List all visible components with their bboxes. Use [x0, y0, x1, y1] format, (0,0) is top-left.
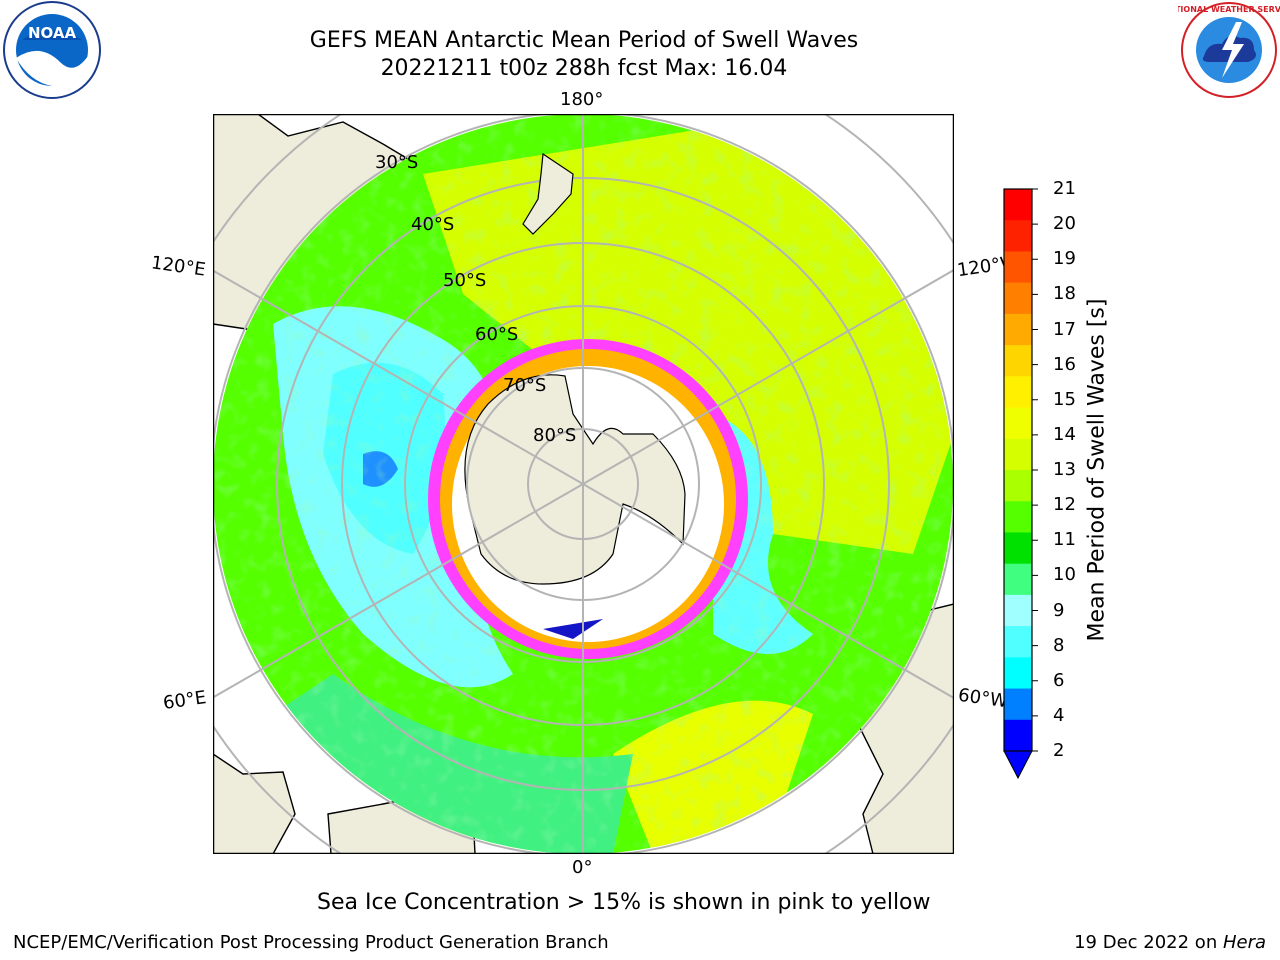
colorbar-swatch	[1004, 501, 1032, 533]
polar-map: 30°S 40°S 50°S 60°S 70°S 80°S	[213, 114, 954, 854]
colorbar-tick-label: 11	[1053, 529, 1076, 551]
chart-title: GEFS MEAN Antarctic Mean Period of Swell…	[309, 28, 859, 53]
colorbar-tick-label: 21	[1053, 178, 1076, 199]
colorbar-tick-label: 6	[1053, 669, 1065, 691]
colorbar-tick-label: 16	[1053, 353, 1076, 375]
lon-label-bottom: 0°	[572, 857, 593, 878]
colorbar-tick-label: 18	[1053, 283, 1076, 305]
colorbar-tick-label: 20	[1053, 213, 1076, 235]
noaa-logo-text: NOAA	[28, 24, 77, 42]
lat-label-50s: 50°S	[443, 270, 486, 291]
colorbar-tick-label: 15	[1053, 388, 1076, 410]
lon-label-left-upper: 120°E	[149, 252, 207, 281]
colorbar-swatch	[1004, 376, 1032, 409]
colorbar-swatch	[1004, 345, 1032, 377]
colorbar-swatch	[1004, 532, 1032, 565]
colorbar-tick-label: 19	[1053, 248, 1076, 270]
colorbar-swatch	[1004, 657, 1032, 690]
latitude-labels: 30°S 40°S 50°S 60°S 70°S 80°S	[375, 152, 576, 446]
lat-label-80s: 80°S	[533, 425, 576, 446]
colorbar-swatches	[1004, 189, 1032, 752]
colorbar-swatch	[1004, 189, 1032, 221]
lat-label-60s: 60°S	[475, 324, 518, 345]
colorbar-tick-label: 8	[1053, 634, 1065, 656]
colorbar-swatch	[1004, 719, 1032, 752]
colorbar-extend-arrow	[1003, 750, 1033, 780]
colorbar-tick-label: 12	[1053, 494, 1076, 516]
colorbar-tick-label: 2	[1053, 740, 1065, 761]
colorbar	[1003, 188, 1038, 780]
lat-label-30s: 30°S	[375, 152, 418, 173]
lat-label-40s: 40°S	[411, 214, 454, 235]
colorbar-swatch	[1004, 407, 1032, 440]
colorbar-swatch	[1004, 470, 1032, 502]
sea-ice-note: Sea Ice Concentration > 15% is shown in …	[317, 890, 931, 915]
nws-logo-text: NATIONAL WEATHER SERVICE	[1178, 5, 1280, 14]
colorbar-swatch	[1004, 313, 1032, 346]
noaa-logo-icon: NOAA	[3, 1, 101, 99]
colorbar-tick-label: 14	[1053, 423, 1076, 445]
footer-date: 19 Dec 2022 on Hera	[1074, 932, 1266, 953]
colorbar-label: Mean Period of Swell Waves [s]	[1084, 298, 1110, 642]
colorbar-swatch	[1004, 563, 1032, 596]
footer-machine: Hera	[1222, 932, 1266, 953]
new-zealand	[522, 152, 574, 235]
colorbar-swatch	[1004, 626, 1032, 658]
footer-date-text: 19 Dec 2022 on	[1074, 932, 1223, 953]
colorbar-swatch	[1004, 282, 1032, 315]
map-border	[213, 114, 954, 854]
lat-label-70s: 70°S	[503, 375, 546, 396]
lon-label-left-lower: 60°E	[161, 687, 208, 714]
chart-subtitle: 20221211 t00z 288h fcst Max: 16.04	[380, 56, 788, 81]
lon-label-top: 180°	[560, 89, 604, 110]
graticule	[213, 114, 954, 854]
colorbar-swatch	[1004, 688, 1032, 721]
colorbar-swatch	[1004, 594, 1032, 627]
colorbar-swatch	[1004, 220, 1032, 252]
colorbar-swatch	[1004, 251, 1032, 284]
colorbar-tick-label: 13	[1053, 459, 1076, 480]
nws-logo-icon: NATIONAL WEATHER SERVICE	[1178, 2, 1280, 98]
colorbar-tick-label: 17	[1053, 318, 1076, 340]
colorbar-tickmarks	[1032, 188, 1038, 752]
footer-branch: NCEP/EMC/Verification Post Processing Pr…	[13, 932, 609, 953]
colorbar-tick-label: 4	[1053, 704, 1065, 726]
colorbar-tick-label: 10	[1053, 564, 1076, 586]
colorbar-tick-label: 9	[1053, 599, 1065, 621]
colorbar-swatch	[1004, 438, 1032, 471]
